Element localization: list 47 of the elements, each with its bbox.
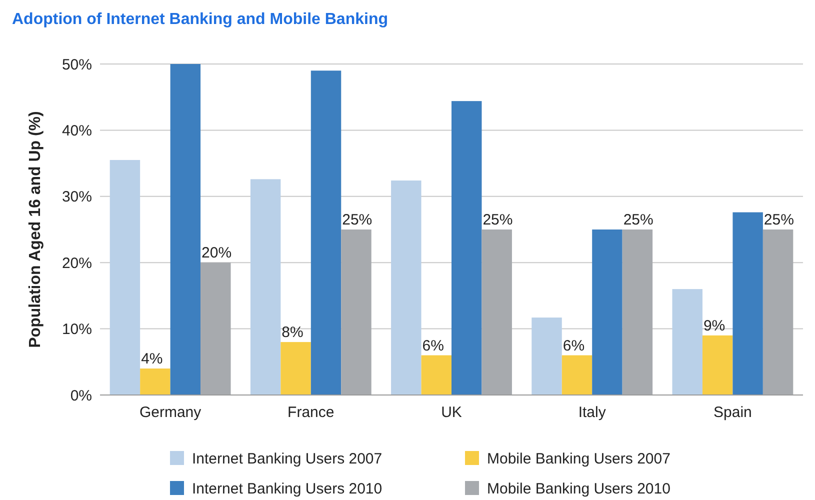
y-tick-label: 20% xyxy=(62,254,92,272)
data-label: 25% xyxy=(623,212,654,228)
legend-label: Internet Banking Users 2007 xyxy=(192,450,382,468)
x-tick-label: Germany xyxy=(139,404,202,421)
bar xyxy=(702,335,733,395)
x-tick-label: Italy xyxy=(578,404,606,421)
data-label: 25% xyxy=(482,212,513,228)
bar xyxy=(762,230,794,395)
bar xyxy=(250,179,281,395)
y-axis-title: Population Aged 16 and Up (%) xyxy=(27,111,44,348)
data-label: 25% xyxy=(764,212,794,228)
y-tick-label: 40% xyxy=(62,122,92,140)
bar xyxy=(341,230,372,395)
legend-label: Internet Banking Users 2010 xyxy=(192,480,382,498)
y-tick-label: 50% xyxy=(62,56,92,74)
bar xyxy=(421,355,452,395)
legend-label: Mobile Banking Users 2010 xyxy=(487,480,670,498)
data-label: 8% xyxy=(282,324,304,342)
bar xyxy=(452,101,482,395)
y-tick-label: 10% xyxy=(62,321,92,338)
data-label: 9% xyxy=(703,317,726,334)
data-label: 6% xyxy=(422,337,444,354)
bar xyxy=(672,289,702,395)
data-label: 25% xyxy=(342,212,372,228)
bar xyxy=(391,180,422,395)
chart-title: Adoption of Internet Banking and Mobile Banking xyxy=(12,11,388,28)
x-tick-label: France xyxy=(288,404,334,421)
y-tick-label: 0% xyxy=(70,387,92,404)
bar xyxy=(622,230,653,395)
x-tick-label: UK xyxy=(441,404,462,421)
y-tick-label: 30% xyxy=(62,188,92,206)
bar xyxy=(592,230,622,395)
bar xyxy=(170,64,201,395)
data-label: 6% xyxy=(562,337,585,354)
legend-label: Mobile Banking Users 2007 xyxy=(487,450,670,468)
bar xyxy=(140,368,170,395)
bar xyxy=(200,262,231,395)
data-label: 4% xyxy=(141,350,163,368)
bar xyxy=(280,342,311,395)
bar xyxy=(110,160,140,395)
bar xyxy=(732,212,763,395)
bar xyxy=(532,318,562,395)
x-tick-label: Spain xyxy=(714,404,752,421)
data-label: 20% xyxy=(202,244,232,262)
bar xyxy=(310,70,342,395)
bar xyxy=(482,230,512,395)
bar xyxy=(562,355,592,395)
